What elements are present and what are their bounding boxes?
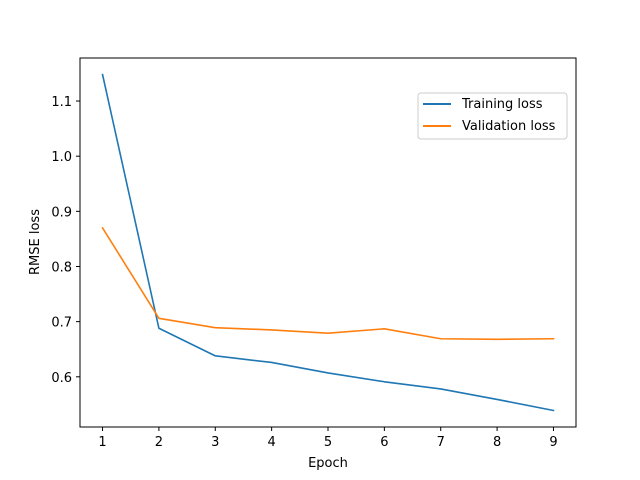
x-tick-label-2: 2 [155,435,163,450]
x-tick-label-7: 7 [437,435,445,450]
y-tick-label-1.1: 1.1 [51,95,72,110]
x-tick-label-9: 9 [549,435,557,450]
y-tick-label-0.9: 0.9 [51,205,72,220]
x-tick-label-3: 3 [211,435,219,450]
legend-label-training: Training loss [461,97,543,112]
series-layer [101,73,555,412]
legend: Training loss Validation loss [417,92,568,140]
x-axis-label: Epoch [308,456,348,471]
y-axis-label: RMSE loss [28,209,43,275]
x-tick-label-6: 6 [380,435,388,450]
legend-label-validation: Validation loss [462,119,556,134]
x-axis: 1 2 3 4 5 6 7 8 9 [98,427,558,450]
y-tick-label-0.6: 0.6 [51,371,72,386]
x-tick-label-8: 8 [493,435,501,450]
y-tick-label-1.0: 1.0 [51,150,72,165]
x-tick-label-4: 4 [267,435,275,450]
y-axis: 0.6 0.7 0.8 0.9 1.0 1.1 [51,95,80,386]
legend-box [417,92,568,140]
y-tick-label-0.8: 0.8 [51,260,72,275]
x-tick-label-5: 5 [324,435,332,450]
y-tick-label-0.7: 0.7 [51,316,72,331]
x-tick-label-1: 1 [98,435,106,450]
